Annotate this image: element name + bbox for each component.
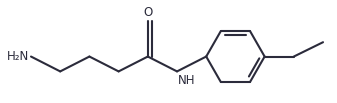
Text: NH: NH — [178, 74, 195, 87]
Text: H₂N: H₂N — [7, 50, 29, 63]
Text: O: O — [143, 6, 152, 19]
